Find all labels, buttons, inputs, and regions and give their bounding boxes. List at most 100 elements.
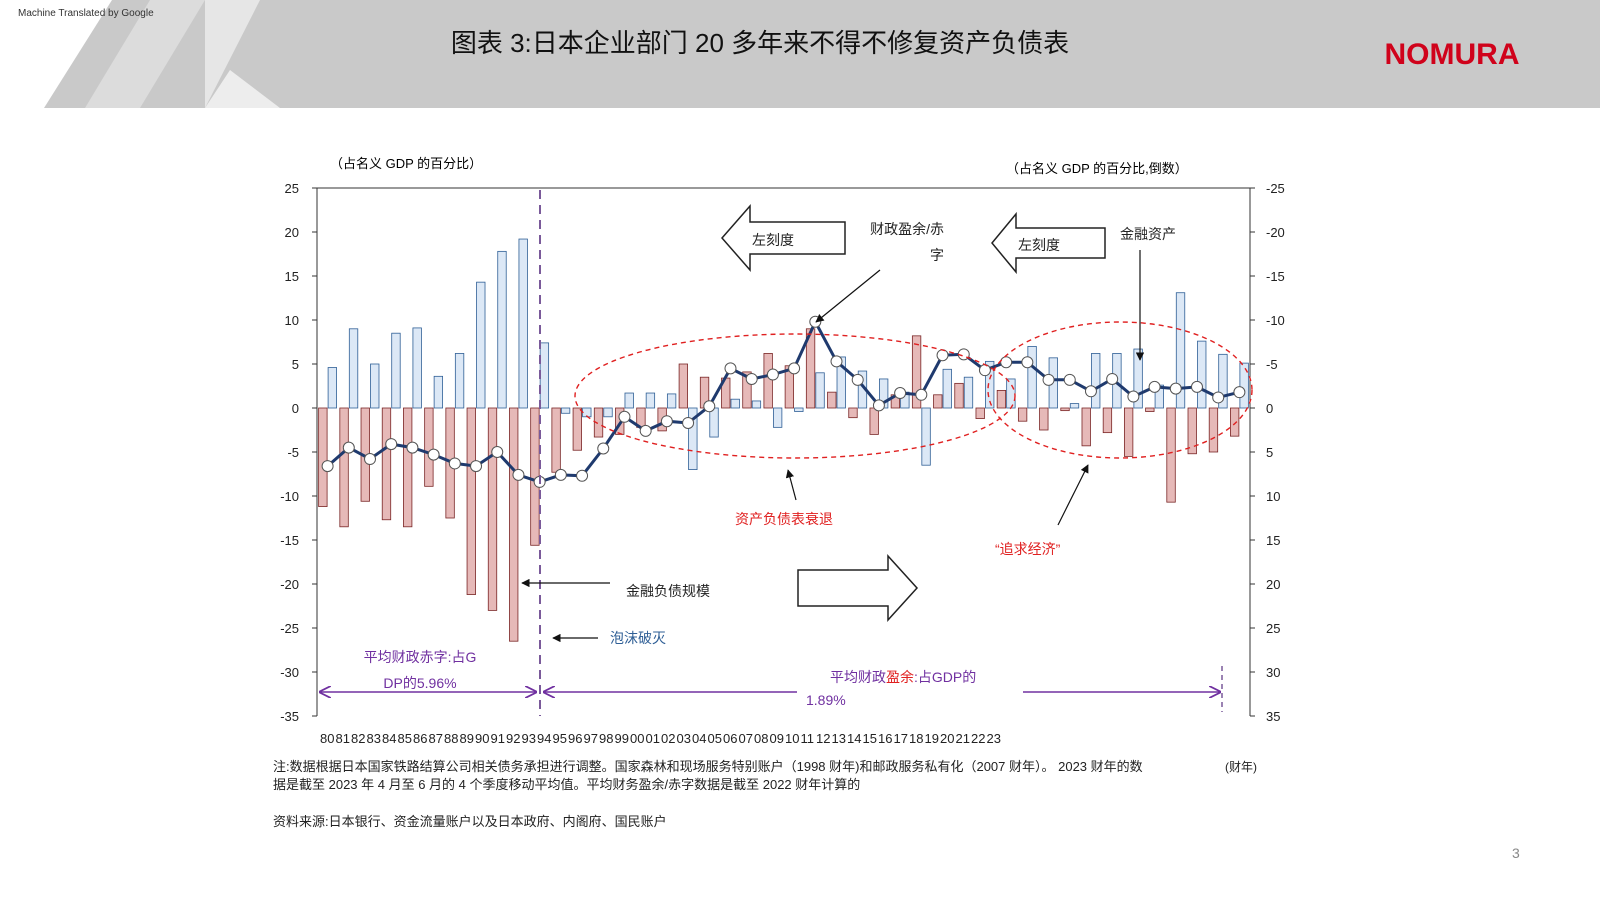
bar [476, 281, 486, 409]
bar [1006, 378, 1016, 409]
block-arrow [797, 554, 919, 622]
line-marker [724, 362, 737, 375]
line-marker [1106, 372, 1119, 385]
line-marker [364, 453, 377, 466]
annotation: 金融负债规模 [626, 583, 710, 599]
y-tick-label: 5 [292, 357, 299, 372]
annotation-part: 平均财政 [830, 669, 886, 685]
bar [412, 327, 422, 409]
logo: NOMURA [1385, 38, 1520, 71]
y-tick-label: -25 [280, 621, 299, 636]
bar [1081, 407, 1091, 447]
y-tick-label: -10 [280, 489, 299, 504]
bar [688, 407, 698, 470]
line-marker [639, 424, 652, 437]
y2-tick-label: 5 [1266, 445, 1273, 460]
line-marker [766, 368, 779, 381]
x-tick-label: 18 [909, 731, 923, 746]
y2-tick-label: 25 [1266, 621, 1280, 636]
arrow [1057, 464, 1089, 526]
bar [593, 407, 604, 438]
x-tick-label: 90 [475, 731, 489, 746]
x-tick-label: 00 [630, 731, 644, 746]
x-tick-label: 83 [367, 731, 381, 746]
line-marker [385, 438, 398, 451]
line-marker [830, 355, 843, 368]
y-tick-label: -30 [280, 665, 299, 680]
line-marker [427, 448, 440, 461]
bar [391, 332, 401, 409]
y2-tick-label: 0 [1266, 401, 1273, 416]
annotation: 左刻度 [752, 232, 794, 248]
bar [487, 407, 498, 611]
bar [1027, 345, 1037, 409]
y-axis-title: （占名义 GDP 的百分比） [330, 156, 482, 171]
y2-tick-label: 35 [1266, 709, 1280, 724]
arrow [785, 469, 797, 501]
x-tick-label: 20 [940, 731, 954, 746]
line-marker [660, 415, 673, 428]
y-tick-label: -15 [280, 533, 299, 548]
bar [933, 394, 943, 409]
line-marker [851, 373, 864, 386]
bar [869, 407, 879, 435]
line-marker [872, 399, 885, 412]
line-marker [470, 460, 483, 473]
page-number: 3 [1512, 845, 1520, 861]
line-marker [1190, 380, 1203, 393]
annotation-part: 盈余 [886, 669, 914, 685]
x-tick-label: 88 [444, 731, 458, 746]
line-marker [512, 468, 525, 481]
y2-tick-label: -10 [1266, 313, 1285, 328]
annotation: 财政盈余/赤字 [870, 221, 944, 263]
bar [942, 368, 952, 409]
bar [381, 407, 392, 521]
line-marker [1233, 386, 1246, 399]
y2-tick-label: -5 [1266, 357, 1278, 372]
header-decor [85, 0, 205, 108]
bar [848, 407, 858, 419]
header-band [44, 0, 1600, 108]
x-tick-label: 16 [878, 731, 892, 746]
bar [370, 363, 380, 409]
x-tick-label: 23 [987, 731, 1001, 746]
bar [911, 335, 922, 409]
x-tick-label: 03 [677, 731, 691, 746]
bar [572, 407, 582, 451]
x-tick-label: 84 [382, 731, 396, 746]
bar [751, 400, 762, 409]
x-tick-label: 09 [770, 731, 784, 746]
x-tick-label: 97 [584, 731, 598, 746]
x-tick-label: 89 [460, 731, 474, 746]
y2-tick-label: -20 [1266, 225, 1285, 240]
bar [518, 238, 528, 409]
bar [348, 328, 359, 409]
bar [1133, 348, 1143, 409]
line-marker [915, 388, 928, 401]
bar [954, 382, 964, 409]
line-marker [342, 441, 355, 454]
bar [645, 392, 656, 409]
line-marker [978, 364, 991, 377]
y2-tick-label: 20 [1266, 577, 1280, 592]
x-tick-label: 99 [615, 731, 629, 746]
watermark: Machine Translated by Google [18, 8, 154, 19]
x-tick-label: 01 [646, 731, 660, 746]
x-tick-label: 13 [832, 731, 846, 746]
y-tick-label: 0 [292, 401, 299, 416]
bar [403, 407, 413, 528]
annotation: 1.89% [806, 692, 846, 708]
x-tick-label: 04 [692, 731, 706, 746]
note: 据是截至 2023 年 4 月至 6 月的 4 个季度移动平均值。平均财务盈余/… [273, 777, 861, 792]
x-tick-label: 85 [398, 731, 412, 746]
line-marker [894, 387, 907, 400]
x-tick-label: 87 [429, 731, 443, 746]
bar [730, 398, 740, 409]
y2-tick-label: -15 [1266, 269, 1285, 284]
header-decor [205, 70, 280, 108]
bar [975, 407, 985, 419]
y2-tick-label: 10 [1266, 489, 1280, 504]
arrow [815, 269, 881, 323]
line-marker [1000, 356, 1013, 369]
line-marker [448, 457, 461, 470]
